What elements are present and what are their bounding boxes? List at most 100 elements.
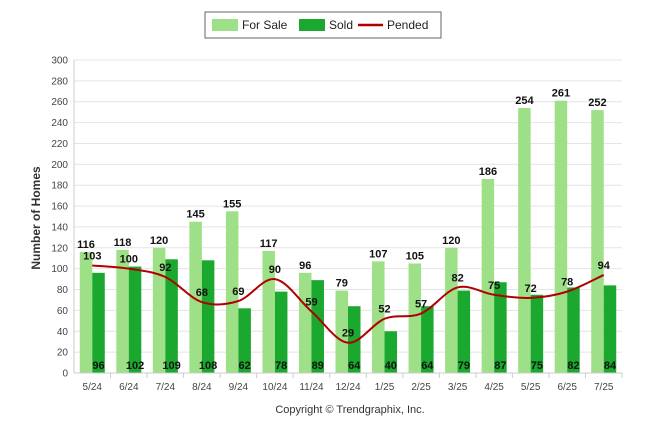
y-tick-label: 160	[51, 202, 68, 213]
sold-bar	[92, 272, 105, 373]
for-sale-bars	[79, 100, 604, 373]
for-sale-value-label: 186	[479, 166, 497, 178]
sold-bar	[603, 285, 617, 373]
for-sale-value-label: 105	[406, 250, 424, 262]
for-sale-value-label: 145	[186, 209, 204, 221]
for-sale-bar	[372, 261, 385, 373]
pended-line-group	[92, 264, 605, 344]
y-tick-label: 260	[51, 97, 68, 108]
x-tick-label: 6/24	[119, 382, 139, 393]
x-tick-label: 1/25	[375, 382, 395, 393]
y-tick-label: 140	[51, 222, 68, 233]
pended-value-label: 103	[83, 251, 101, 263]
x-tick-label: 9/24	[229, 382, 249, 393]
y-tick-label: 20	[57, 348, 69, 359]
sold-bar	[348, 306, 361, 373]
pended-value-label: 52	[378, 304, 390, 316]
for-sale-bar	[298, 272, 312, 373]
sold-value-label: 102	[126, 360, 144, 372]
sold-value-label: 87	[494, 360, 506, 372]
pended-value-label: 94	[598, 260, 611, 272]
pended-value-label: 59	[305, 296, 317, 308]
x-tick-label: 5/24	[83, 382, 103, 393]
sold-value-label: 62	[239, 360, 251, 372]
sold-bar	[274, 291, 288, 373]
pended-value-label: 69	[232, 286, 244, 298]
sold-value-label: 89	[312, 360, 324, 372]
pended-value-label: 29	[342, 328, 354, 340]
for-sale-value-label: 118	[114, 237, 132, 249]
sold-bar	[238, 308, 251, 373]
data-labels: 116 96 118 102 120 109 145 108 155 62 117 78 96 89 79 6…	[77, 88, 617, 372]
legend: For Sale Sold Pended	[204, 11, 442, 39]
x-tick-label: 3/25	[448, 382, 468, 393]
legend-label-for-sale: For Sale	[242, 18, 288, 32]
y-tick-label: 220	[51, 139, 68, 150]
sold-bar	[567, 287, 580, 373]
sold-value-label: 40	[385, 360, 397, 372]
pended-value-label: 82	[451, 272, 463, 284]
sold-bar	[311, 280, 324, 373]
for-sale-value-label: 120	[150, 235, 168, 247]
for-sale-value-label: 155	[223, 198, 241, 210]
y-tick-label: 60	[57, 306, 69, 317]
pended-value-label: 57	[415, 299, 427, 311]
for-sale-value-label: 120	[442, 235, 460, 247]
y-tick-label: 0	[62, 369, 68, 380]
sold-bar	[457, 290, 471, 373]
sold-bar	[128, 266, 142, 373]
sold-value-label: 82	[567, 360, 579, 372]
for-sale-bar	[408, 263, 422, 373]
x-axis: 5/24 6/24 7/24 8/24 9/24 10/24 11/24 12/24 1/25 2…	[74, 372, 623, 393]
sold-value-label: 79	[458, 360, 470, 372]
sold-bars	[92, 259, 617, 373]
for-sale-value-label: 261	[552, 88, 570, 100]
y-axis-label: Number of Homes	[29, 166, 43, 270]
x-tick-label: 11/24	[299, 382, 324, 393]
y-tick-label: 120	[51, 243, 68, 254]
legend-swatch-for-sale	[212, 19, 238, 31]
x-tick-label: 5/25	[521, 382, 541, 393]
y-tick-label: 300	[51, 56, 68, 67]
x-tick-label: 4/25	[484, 382, 504, 393]
sold-value-label: 64	[348, 360, 361, 372]
x-tick-label: 6/25	[557, 382, 577, 393]
x-tick-label: 7/24	[156, 382, 176, 393]
sold-value-label: 75	[531, 360, 543, 372]
pended-value-label: 72	[525, 283, 537, 295]
pended-value-label: 78	[561, 277, 573, 289]
copyright-text: Copyright © Trendgraphix, Inc.	[275, 404, 424, 416]
pended-line	[92, 264, 605, 344]
legend-label-pended: Pended	[387, 18, 428, 32]
x-tick-label: 10/24	[262, 382, 287, 393]
for-sale-value-label: 96	[299, 260, 311, 272]
for-sale-value-label: 116	[77, 239, 95, 251]
x-tick-label: 12/24	[335, 382, 360, 393]
x-tick-label: 7/25	[594, 382, 614, 393]
pended-value-label: 75	[488, 280, 500, 292]
sold-value-label: 109	[162, 360, 180, 372]
for-sale-value-label: 107	[369, 248, 387, 260]
sold-bar	[384, 331, 398, 373]
y-tick-label: 280	[51, 76, 68, 87]
y-tick-label: 100	[51, 264, 68, 275]
sold-bar	[421, 306, 434, 373]
for-sale-bar	[518, 107, 531, 373]
pended-value-label: 68	[196, 287, 208, 299]
for-sale-bar	[554, 100, 568, 373]
y-tick-label: 240	[51, 118, 68, 129]
legend-label-sold: Sold	[329, 18, 353, 32]
sold-value-label: 96	[92, 360, 104, 372]
pended-value-label: 100	[120, 254, 138, 266]
for-sale-value-label: 117	[260, 238, 278, 250]
x-tick-label: 2/25	[411, 382, 431, 393]
sold-bar	[530, 294, 544, 373]
y-tick-label: 40	[57, 327, 69, 338]
y-tick-label: 80	[57, 285, 69, 296]
for-sale-bar	[152, 247, 166, 373]
for-sale-value-label: 79	[336, 278, 348, 290]
for-sale-bar	[481, 178, 495, 373]
sold-bar	[201, 260, 215, 373]
sold-value-label: 84	[604, 360, 617, 372]
